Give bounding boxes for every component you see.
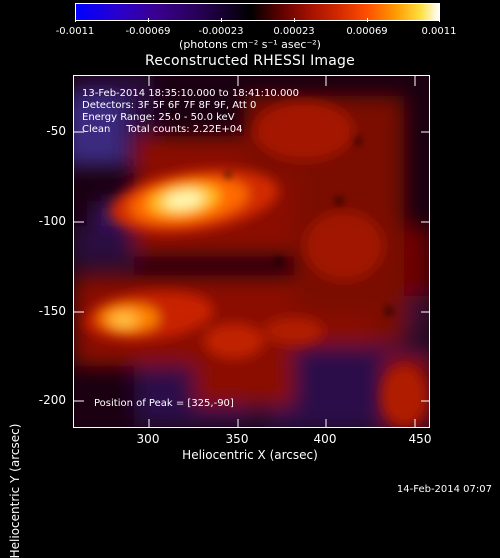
- colorbar-tick-label: 0.00023: [273, 26, 315, 37]
- x-tick-label: 300: [136, 432, 160, 446]
- colorbar-tick-label: -0.00023: [198, 26, 244, 37]
- colorbar-tick-label: 0.0011: [421, 26, 457, 37]
- y-tick-label: -200: [38, 393, 66, 407]
- colorbar-tick-label: -0.00069: [125, 26, 171, 37]
- colorbar-tick-mark: [439, 18, 440, 22]
- colorbar-tick-mark: [75, 18, 76, 22]
- colorbar-tick-label: 0.00069: [346, 26, 388, 37]
- colorbar-units: (photons cm⁻² s⁻¹ asec⁻²): [179, 38, 321, 51]
- colorbar-tick-mark: [294, 18, 295, 22]
- image-title: Reconstructed RHESSI Image: [145, 53, 355, 69]
- x-tick-label: 400: [313, 432, 337, 446]
- y-tick-label: -100: [38, 214, 66, 228]
- colorbar-tick-label: -0.0011: [55, 26, 95, 37]
- y-axis-label: Heliocentric Y (arcsec): [8, 423, 22, 558]
- colorbar-tick-mark: [148, 18, 149, 22]
- x-tick-label: 450: [408, 432, 432, 446]
- solar-image: [74, 76, 429, 427]
- energy-range: Energy Range: 25.0 - 50.0 keV: [82, 112, 235, 123]
- solar-image-plot: 13-Feb-2014 18:35:10.000 to 18:41:10.000…: [73, 75, 430, 428]
- colorbar-tick-mark: [367, 18, 368, 22]
- peak-position: Position of Peak = [325,-90]: [94, 398, 234, 409]
- observation-time: 13-Feb-2014 18:35:10.000 to 18:41:10.000: [82, 88, 300, 99]
- method-counts: Clean Total counts: 2.22E+04: [82, 124, 243, 135]
- colorbar-tick-mark: [221, 18, 222, 22]
- detectors-info: Detectors: 3F 5F 6F 7F 8F 9F, Att 0: [82, 100, 257, 111]
- x-axis-label: Heliocentric X (arcsec): [182, 448, 318, 462]
- date-stamp: 14-Feb-2014 07:07: [396, 484, 492, 495]
- y-tick-label: -50: [46, 124, 66, 138]
- x-tick-label: 350: [225, 432, 249, 446]
- y-tick-label: -150: [38, 304, 66, 318]
- colorbar: [75, 3, 440, 21]
